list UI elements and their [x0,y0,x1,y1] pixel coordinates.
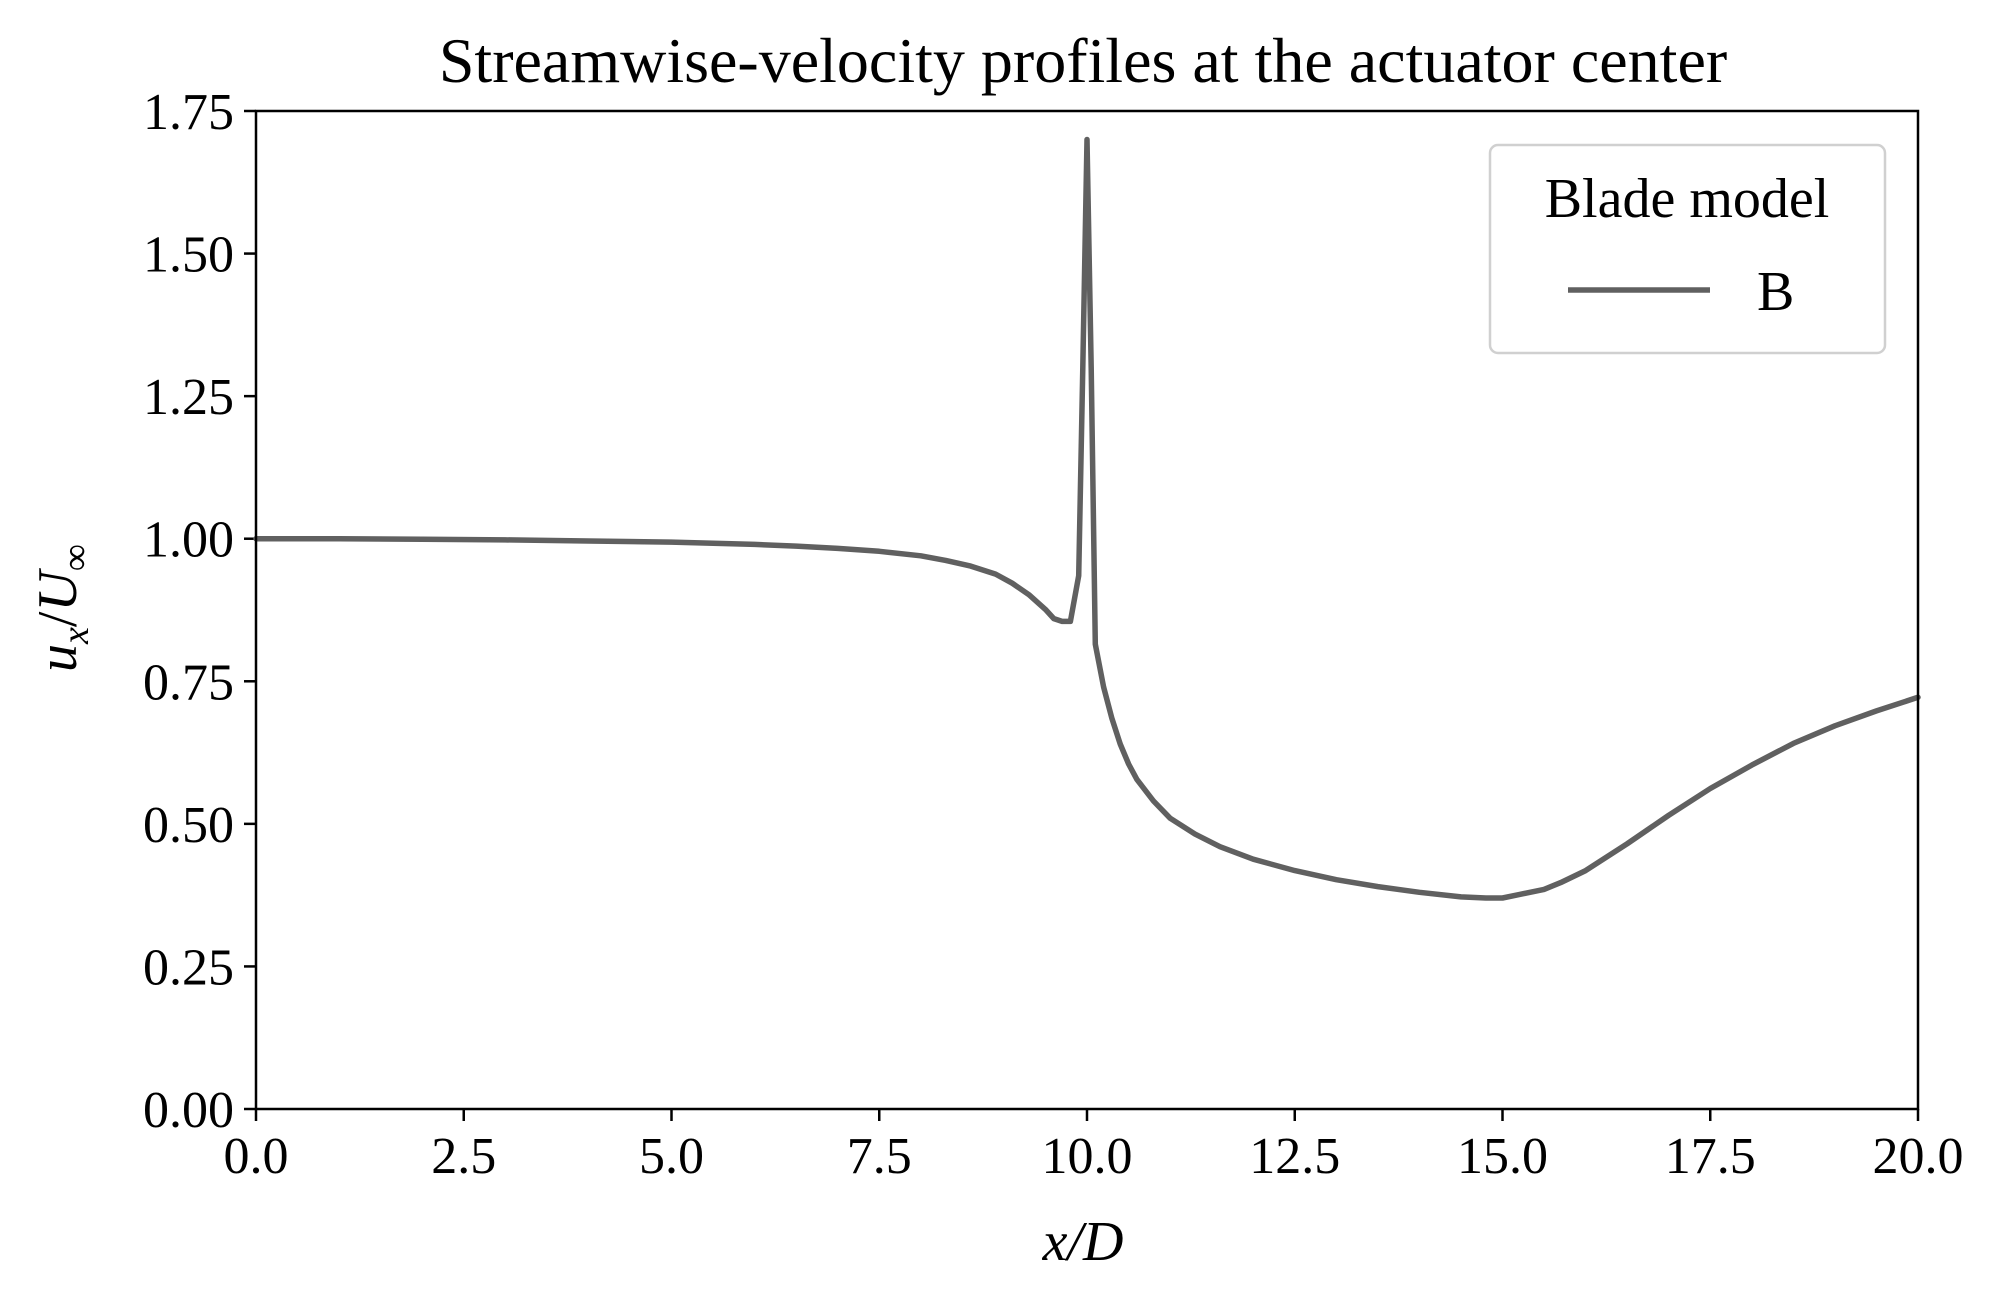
y-ticks: 0.00 0.25 0.50 0.75 1.00 1.25 1.50 1.75 [143,84,256,1139]
plot-area [253,136,1921,901]
y-label-slash: / [27,611,89,627]
y-label-U-sub: ∞ [55,544,97,571]
x-tick-label: 17.5 [1665,1128,1756,1185]
x-tick-label: 7.5 [847,1128,912,1185]
x-axis-label: x/D [1042,1211,1124,1273]
y-tick-label: 0.75 [143,654,234,711]
y-tick-label: 1.00 [143,512,234,569]
y-tick-label: 1.75 [143,84,234,141]
y-label-U: U [27,568,89,612]
legend-title: Blade model [1545,168,1830,230]
y-tick-label: 0.50 [143,797,234,854]
x-tick-label: 15.0 [1457,1128,1548,1185]
y-tick-label: 1.25 [143,369,234,426]
plot-frame [254,109,1920,1111]
legend-label-b: B [1757,261,1794,323]
x-tick-label: 0.0 [224,1128,289,1185]
y-tick-label: 1.50 [143,227,234,284]
y-axis-label: ux/U∞ [27,544,97,672]
x-tick-label: 2.5 [431,1128,496,1185]
x-tick-label: 20.0 [1873,1128,1964,1185]
legend: Blade model B [1488,143,1887,355]
x-tick-label: 10.0 [1042,1128,1133,1185]
chart-title: Streamwise-velocity profiles at the actu… [439,25,1727,96]
y-label-u: u [27,644,89,672]
x-ticks: 0.0 2.5 5.0 7.5 10.0 12.5 15.0 17.5 20.0 [224,1109,1964,1185]
y-tick-label: 0.00 [143,1082,234,1139]
x-tick-label: 5.0 [639,1128,704,1185]
y-label-u-sub: x [55,627,97,645]
x-tick-label: 12.5 [1249,1128,1340,1185]
series-line-b [253,136,1921,901]
svg-text:ux/U∞: ux/U∞ [27,544,97,672]
legend-box [1488,143,1887,355]
y-tick-label: 0.25 [143,939,234,996]
